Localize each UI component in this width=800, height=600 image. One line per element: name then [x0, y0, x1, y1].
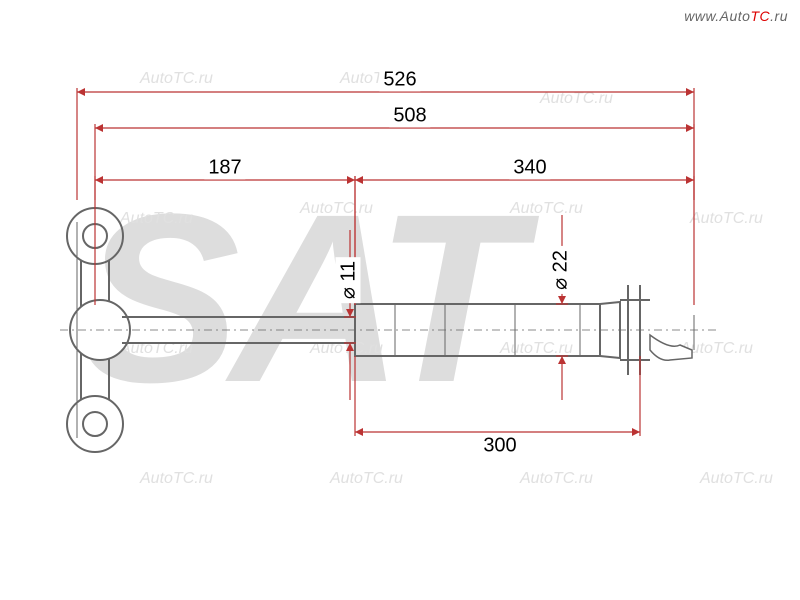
- dimension-label: 340: [509, 157, 550, 180]
- diagram-canvas: SAT AutoTC.ruAutoTC.ruAutoTC.ruAutoTC.ru…: [0, 0, 800, 600]
- dimension-label: 300: [479, 435, 520, 458]
- dimension-label: 526: [379, 69, 420, 92]
- dimension-label: 187: [204, 157, 245, 180]
- dimension-label: ⌀ 11: [336, 257, 361, 303]
- dimension-label: 508: [389, 105, 430, 128]
- dimension-label: ⌀ 22: [548, 246, 573, 294]
